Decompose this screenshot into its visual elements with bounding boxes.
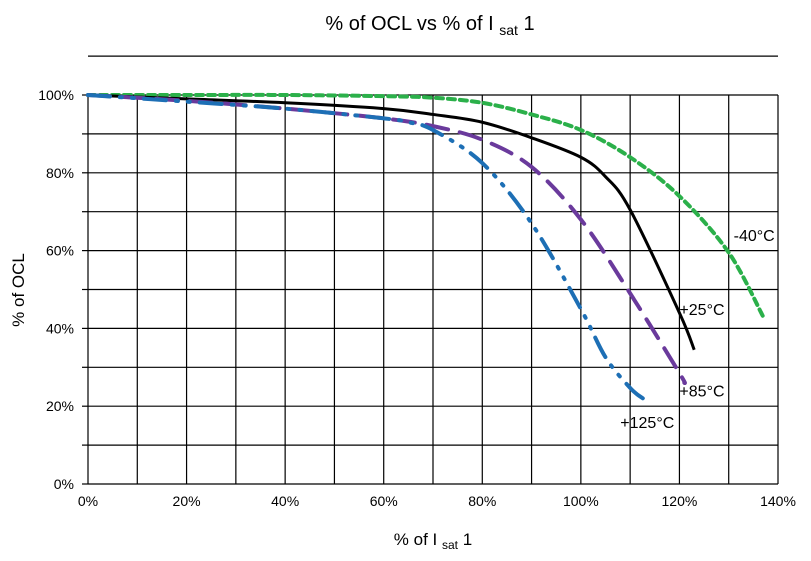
y-tick-label: 100% — [38, 87, 74, 103]
y-tick-label: 60% — [46, 243, 74, 259]
title-main: % of OCL vs % of I — [325, 13, 493, 35]
x-tick-label: 60% — [370, 493, 398, 509]
x-tick-label: 80% — [468, 493, 496, 509]
series-label: +125°C — [620, 415, 674, 432]
series-label: +85°C — [679, 384, 724, 401]
series-label: +25°C — [679, 302, 724, 319]
chart-title: % of OCL vs % of I sat 1 — [325, 13, 534, 40]
x-tick-label: 100% — [563, 493, 599, 509]
xlabel-sub: sat — [442, 538, 459, 552]
series-line-40C — [86, 92, 766, 319]
x-tick-label: 20% — [173, 493, 201, 509]
series-line-125C — [86, 93, 645, 401]
xlabel-suffix: 1 — [463, 530, 472, 549]
x-tick-label: 140% — [760, 493, 796, 509]
grid — [82, 55, 779, 485]
x-axis-label: % of I sat 1 — [394, 530, 472, 553]
y-axis-label: % of OCL — [9, 253, 28, 327]
series-line-25C — [87, 93, 696, 351]
tick-labels: 0% 20% 40% 60% 80% 100% 120% 140% 0% 20% 40% 60% 80%… — [38, 87, 796, 509]
y-tick-label: 20% — [46, 398, 74, 414]
x-tick-label: 40% — [271, 493, 299, 509]
series-labels: -40°C +25°C +85°C +125°C — [620, 228, 774, 432]
series-label: -40°C — [734, 228, 775, 245]
xlabel-main: % of I — [394, 530, 437, 549]
x-tick-label: 120% — [662, 493, 698, 509]
title-suffix: 1 — [523, 13, 534, 35]
y-tick-label: 0% — [54, 476, 74, 492]
y-tick-label: 80% — [46, 165, 74, 181]
x-tick-label: 0% — [78, 493, 98, 509]
series-group — [86, 92, 766, 401]
title-sub: sat — [499, 22, 518, 38]
series-line-85C — [86, 93, 687, 386]
y-tick-label: 40% — [46, 320, 74, 336]
